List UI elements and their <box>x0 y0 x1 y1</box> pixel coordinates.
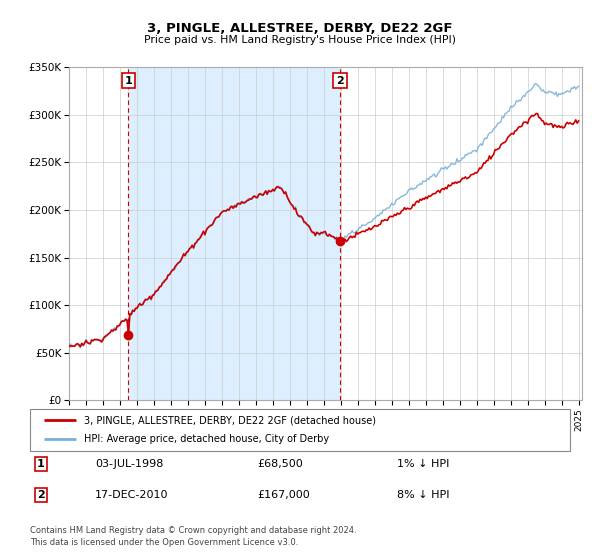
Bar <box>128 67 340 400</box>
Bar <box>577 67 582 400</box>
FancyBboxPatch shape <box>30 409 570 451</box>
Text: 03-JUL-1998: 03-JUL-1998 <box>95 459 163 469</box>
Text: 3, PINGLE, ALLESTREE, DERBY, DE22 2GF: 3, PINGLE, ALLESTREE, DERBY, DE22 2GF <box>147 22 453 35</box>
Text: 3, PINGLE, ALLESTREE, DERBY, DE22 2GF (detached house): 3, PINGLE, ALLESTREE, DERBY, DE22 2GF (d… <box>84 415 376 425</box>
Text: 1: 1 <box>125 76 133 86</box>
Text: This data is licensed under the Open Government Licence v3.0.: This data is licensed under the Open Gov… <box>30 538 298 547</box>
Text: 2: 2 <box>336 76 344 86</box>
Text: 2: 2 <box>37 490 44 500</box>
Text: 8% ↓ HPI: 8% ↓ HPI <box>397 490 450 500</box>
Text: 1: 1 <box>37 459 44 469</box>
Text: £167,000: £167,000 <box>257 490 310 500</box>
Text: 1% ↓ HPI: 1% ↓ HPI <box>397 459 449 469</box>
Text: Contains HM Land Registry data © Crown copyright and database right 2024.: Contains HM Land Registry data © Crown c… <box>30 526 356 535</box>
Text: 17-DEC-2010: 17-DEC-2010 <box>95 490 168 500</box>
Text: Price paid vs. HM Land Registry's House Price Index (HPI): Price paid vs. HM Land Registry's House … <box>144 35 456 45</box>
Text: £68,500: £68,500 <box>257 459 302 469</box>
Text: HPI: Average price, detached house, City of Derby: HPI: Average price, detached house, City… <box>84 435 329 445</box>
